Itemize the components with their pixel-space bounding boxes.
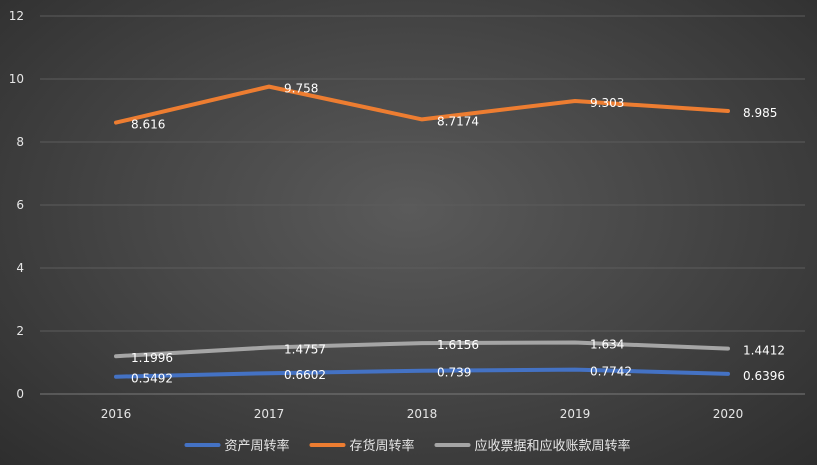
y-tick-label: 6 xyxy=(16,198,24,212)
x-tick-label: 2016 xyxy=(101,407,132,421)
series-lines xyxy=(114,84,730,379)
gridlines xyxy=(40,15,805,395)
x-tick-label: 2019 xyxy=(560,407,591,421)
y-tick-label: 0 xyxy=(16,387,24,401)
y-tick-label: 12 xyxy=(9,9,24,23)
data-label: 1.6156 xyxy=(437,338,479,352)
data-label: 0.739 xyxy=(437,366,471,380)
legend-label: 应收票据和应收账款周转率 xyxy=(475,438,631,454)
y-tick-label: 2 xyxy=(16,324,24,338)
series-line-0 xyxy=(114,367,730,379)
data-label: 9.303 xyxy=(590,96,624,110)
data-label: 0.7742 xyxy=(590,365,632,379)
data-label: 0.6396 xyxy=(743,369,785,383)
x-tick-label: 2020 xyxy=(713,407,744,421)
legend: 资产周转率 存货周转率 应收票据和应收账款周转率 xyxy=(184,438,631,454)
data-label: 8.616 xyxy=(131,118,165,132)
data-labels: 0.5492 0.6602 0.739 0.7742 0.6396 8.616 9.758 8… xyxy=(131,82,785,386)
data-label: 1.1996 xyxy=(131,351,173,365)
data-label: 8.985 xyxy=(743,106,777,120)
data-label: 1.4412 xyxy=(743,344,785,358)
legend-label: 存货周转率 xyxy=(350,438,415,454)
x-tick-label: 2017 xyxy=(254,407,285,421)
y-tick-label: 4 xyxy=(16,261,24,275)
series-line-2 xyxy=(114,340,730,359)
data-label: 8.7174 xyxy=(437,114,479,128)
legend-label: 资产周转率 xyxy=(225,438,290,454)
series-line-1 xyxy=(114,84,730,125)
y-tick-label: 8 xyxy=(16,135,24,149)
data-label: 0.5492 xyxy=(131,372,173,386)
y-tick-label: 10 xyxy=(9,72,24,86)
data-label: 9.758 xyxy=(284,82,318,96)
x-axis-ticks: 2016 2017 2018 2019 2020 xyxy=(101,407,744,421)
x-tick-label: 2018 xyxy=(407,407,438,421)
data-label: 1.634 xyxy=(590,338,624,352)
data-label: 1.4757 xyxy=(284,343,326,357)
y-axis-ticks: 0 2 4 6 8 10 12 xyxy=(9,9,24,401)
data-label: 0.6602 xyxy=(284,368,326,382)
